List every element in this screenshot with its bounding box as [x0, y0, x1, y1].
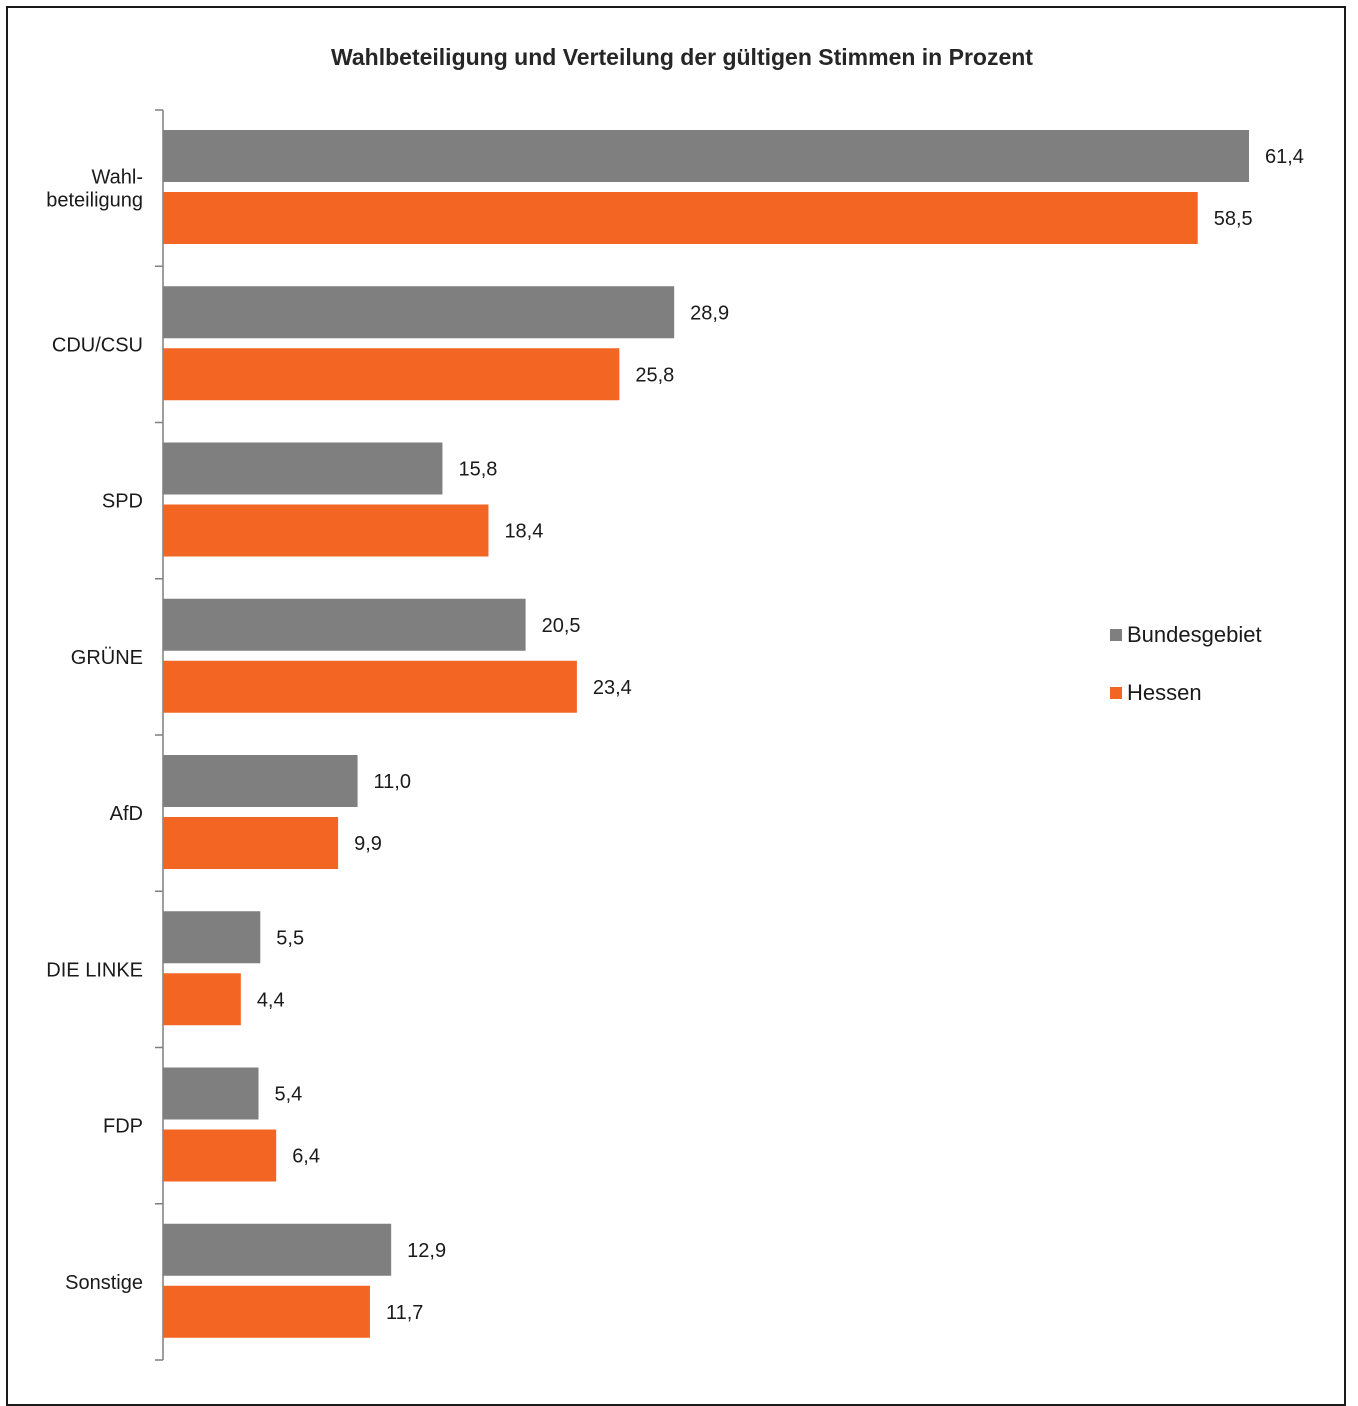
data-label-bundesgebiet: 61,4 — [1265, 146, 1304, 168]
category-label: GRÜNE — [71, 647, 143, 669]
data-label-bundesgebiet: 11,0 — [374, 771, 411, 793]
data-label-bundesgebiet: 5,5 — [276, 927, 304, 949]
category-label: Wahl-beteiligung — [46, 167, 143, 212]
bar-hessen — [163, 192, 1198, 244]
bar-bundesgebiet — [163, 755, 358, 807]
legend-item-bundesgebiet: Bundesgebiet — [1110, 622, 1262, 648]
data-label-hessen: 18,4 — [504, 521, 543, 543]
category-label: SPD — [102, 491, 143, 513]
data-label-bundesgebiet: 15,8 — [458, 459, 497, 481]
bar-hessen — [163, 348, 620, 401]
bar-hessen — [163, 1129, 277, 1182]
bar-bundesgebiet — [163, 1223, 392, 1276]
legend-swatch-hessen — [1110, 687, 1122, 699]
data-label-hessen: 58,5 — [1214, 208, 1253, 230]
category-label: Sonstige — [65, 1272, 143, 1294]
bar-bundesgebiet — [163, 1067, 259, 1120]
data-label-bundesgebiet: 5,4 — [275, 1084, 303, 1106]
data-label-hessen: 23,4 — [593, 677, 632, 699]
category-label: DIE LINKE — [46, 959, 143, 981]
category-label: AfD — [110, 803, 143, 825]
category-label: FDP — [103, 1116, 143, 1138]
data-label-bundesgebiet: 20,5 — [542, 615, 581, 637]
bar-bundesgebiet — [163, 286, 675, 339]
chart-title: Wahlbeteiligung und Verteilung der gülti… — [331, 44, 1033, 70]
bar-hessen — [163, 660, 577, 713]
data-label-hessen: 25,8 — [635, 364, 674, 386]
bar-hessen — [163, 504, 489, 557]
bar-bundesgebiet — [163, 911, 261, 964]
bar-hessen — [163, 817, 339, 869]
bar-hessen — [163, 1285, 370, 1338]
bar-bundesgebiet — [163, 442, 443, 495]
data-label-hessen: 9,9 — [354, 833, 382, 855]
bar-bundesgebiet — [163, 598, 526, 651]
legend-label-hessen: Hessen — [1127, 680, 1202, 705]
legend-item-hessen: Hessen — [1110, 680, 1202, 706]
category-label: CDU/CSU — [52, 334, 143, 356]
data-label-hessen: 11,7 — [386, 1302, 423, 1324]
bar-hessen — [163, 973, 241, 1026]
data-label-bundesgebiet: 12,9 — [407, 1240, 446, 1262]
data-label-hessen: 4,4 — [257, 989, 285, 1011]
data-label-bundesgebiet: 28,9 — [690, 302, 729, 324]
data-label-hessen: 6,4 — [292, 1146, 320, 1168]
legend-swatch-bundesgebiet — [1110, 629, 1122, 641]
bar-bundesgebiet — [163, 130, 1249, 182]
legend-label-bundesgebiet: Bundesgebiet — [1127, 622, 1262, 647]
